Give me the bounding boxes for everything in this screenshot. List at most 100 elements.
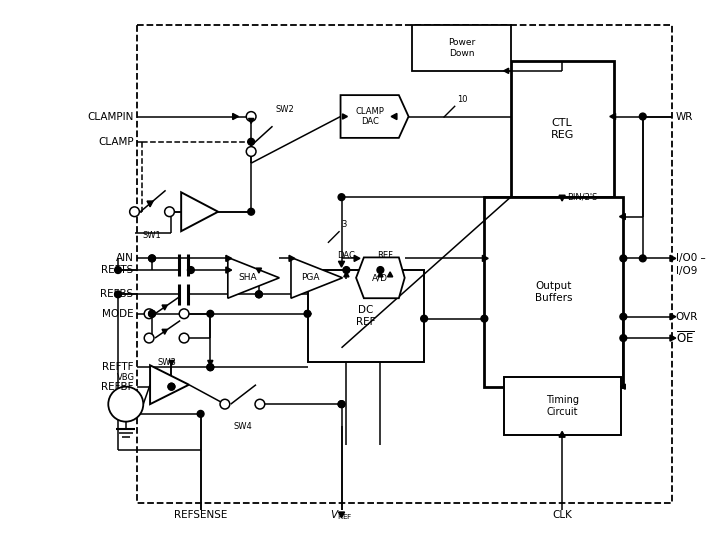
Text: BIN/2'S: BIN/2'S — [567, 193, 598, 201]
Text: PGA: PGA — [302, 273, 320, 282]
Circle shape — [377, 267, 384, 274]
Polygon shape — [610, 113, 615, 119]
Circle shape — [620, 313, 627, 320]
Polygon shape — [378, 272, 383, 277]
Text: DAC: DAC — [338, 251, 355, 260]
Circle shape — [246, 112, 256, 121]
Polygon shape — [291, 257, 343, 298]
Polygon shape — [338, 261, 345, 267]
Polygon shape — [482, 255, 489, 261]
Polygon shape — [356, 257, 405, 298]
Text: WR: WR — [676, 111, 693, 122]
Circle shape — [144, 309, 154, 319]
Text: SW2: SW2 — [275, 105, 295, 114]
Circle shape — [168, 383, 175, 390]
Circle shape — [338, 401, 345, 408]
Polygon shape — [503, 68, 508, 73]
Text: I/O9: I/O9 — [676, 266, 697, 276]
Circle shape — [481, 315, 488, 322]
Polygon shape — [306, 311, 312, 317]
Circle shape — [343, 267, 350, 274]
Circle shape — [207, 364, 214, 371]
Text: Output
Buffers: Output Buffers — [535, 281, 573, 302]
Polygon shape — [162, 329, 167, 334]
Polygon shape — [387, 272, 393, 277]
Circle shape — [198, 411, 204, 417]
Circle shape — [248, 138, 255, 145]
Polygon shape — [169, 361, 174, 365]
Text: CLAMPIN: CLAMPIN — [87, 111, 134, 122]
Polygon shape — [559, 195, 565, 201]
Polygon shape — [207, 361, 213, 365]
Polygon shape — [226, 255, 232, 261]
Text: MODE: MODE — [102, 309, 134, 319]
Polygon shape — [620, 384, 625, 389]
Bar — [510, 61, 614, 197]
Bar — [307, 270, 424, 362]
Circle shape — [149, 311, 156, 317]
Circle shape — [338, 194, 345, 200]
Circle shape — [255, 399, 265, 409]
Circle shape — [108, 387, 143, 422]
Text: REFSENSE: REFSENSE — [174, 510, 227, 520]
Circle shape — [246, 147, 256, 156]
Polygon shape — [670, 255, 675, 261]
Text: REFBS: REFBS — [101, 289, 134, 299]
Text: CLAMP: CLAMP — [98, 137, 134, 147]
Circle shape — [179, 309, 189, 319]
Text: Power
Down: Power Down — [448, 39, 475, 58]
Polygon shape — [249, 118, 253, 123]
Circle shape — [620, 255, 627, 262]
Polygon shape — [338, 512, 345, 518]
Text: 3: 3 — [341, 220, 347, 229]
Text: A/D: A/D — [372, 273, 389, 282]
Text: DC
REF: DC REF — [356, 305, 375, 327]
Bar — [504, 377, 622, 435]
Circle shape — [188, 267, 194, 274]
Text: REFBF: REFBF — [101, 382, 134, 392]
Polygon shape — [150, 365, 189, 404]
Text: REF: REF — [377, 251, 393, 260]
Circle shape — [144, 333, 154, 343]
Circle shape — [304, 311, 311, 317]
Bar — [484, 197, 623, 387]
Circle shape — [130, 207, 139, 217]
Circle shape — [207, 364, 214, 371]
Circle shape — [338, 401, 345, 408]
Polygon shape — [181, 192, 218, 231]
Polygon shape — [147, 201, 153, 207]
Polygon shape — [670, 314, 675, 320]
Circle shape — [248, 209, 255, 215]
Text: AIN: AIN — [115, 254, 134, 263]
Polygon shape — [226, 267, 232, 273]
Circle shape — [149, 311, 156, 317]
Polygon shape — [341, 95, 409, 138]
Text: SHA: SHA — [238, 273, 257, 282]
Text: $\overline{\rm OE}$: $\overline{\rm OE}$ — [676, 330, 695, 346]
Circle shape — [165, 207, 174, 217]
Circle shape — [639, 113, 646, 120]
Text: REFTF: REFTF — [102, 362, 134, 372]
Text: SW3: SW3 — [157, 357, 176, 367]
Circle shape — [149, 255, 156, 262]
Polygon shape — [344, 272, 349, 277]
Circle shape — [421, 315, 428, 322]
Text: I/O0 –: I/O0 – — [676, 254, 706, 263]
Polygon shape — [233, 113, 239, 119]
Text: Timing
Circuit: Timing Circuit — [546, 395, 579, 417]
Polygon shape — [228, 257, 280, 298]
Text: CTL
REG: CTL REG — [550, 118, 573, 140]
Circle shape — [639, 255, 646, 262]
Text: CLAMP
DAC: CLAMP DAC — [355, 107, 384, 126]
Polygon shape — [670, 335, 675, 341]
Polygon shape — [256, 268, 261, 273]
Circle shape — [620, 334, 627, 342]
Text: REFTS: REFTS — [101, 265, 134, 275]
Circle shape — [115, 267, 121, 274]
Text: SW4: SW4 — [233, 422, 252, 431]
Circle shape — [168, 383, 175, 390]
Text: OVR: OVR — [676, 312, 698, 321]
Circle shape — [115, 291, 121, 298]
Polygon shape — [391, 113, 397, 119]
Circle shape — [207, 311, 214, 317]
